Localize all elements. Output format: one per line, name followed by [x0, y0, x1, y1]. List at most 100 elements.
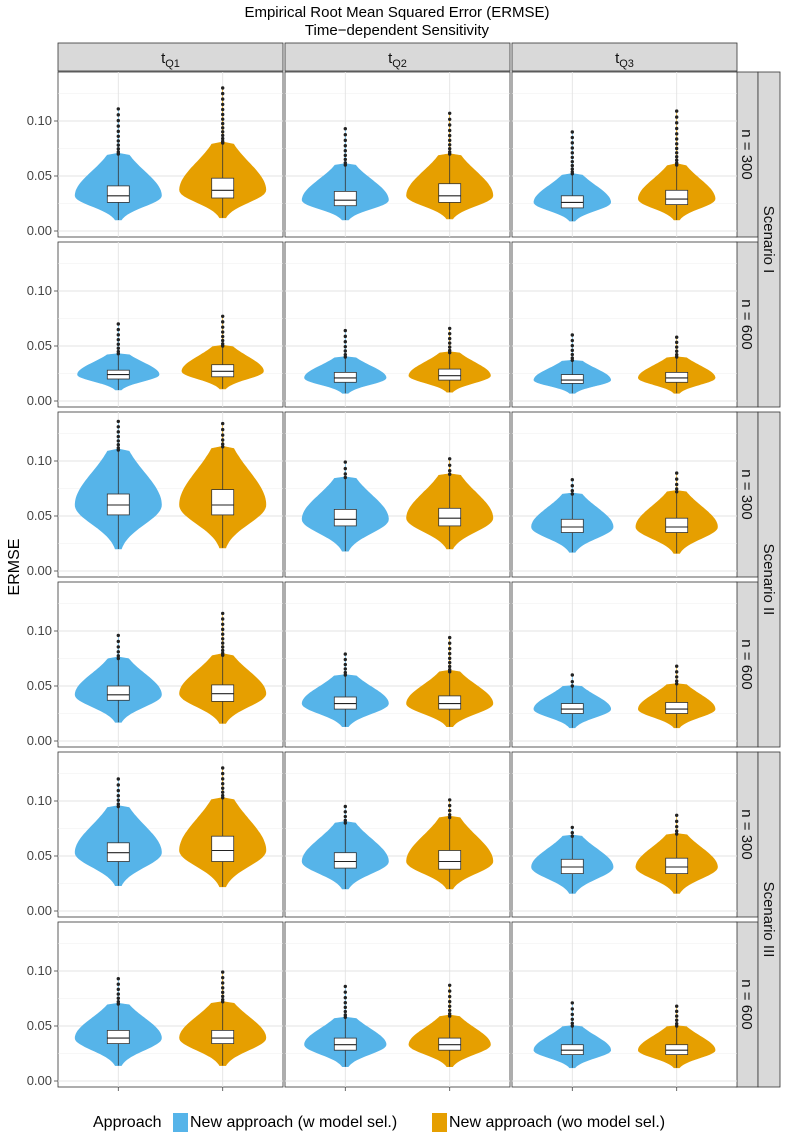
- outlier-point: [116, 446, 121, 450]
- outlier-point: [570, 1024, 574, 1028]
- outlier-point: [221, 611, 225, 616]
- outlier-point: [343, 138, 347, 143]
- box: [438, 850, 462, 870]
- outlier-point: [221, 777, 225, 781]
- outlier-point: [570, 1001, 574, 1005]
- box: [438, 368, 462, 381]
- column-strip-q1: [57, 42, 284, 72]
- outlier-point: [448, 983, 452, 987]
- outlier-point: [675, 353, 679, 357]
- panel-background: [511, 751, 738, 918]
- outlier-point: [116, 333, 121, 337]
- outlier-point: [221, 786, 225, 790]
- panel: [284, 581, 511, 748]
- outlier-point: [675, 161, 679, 165]
- outlier-point: [343, 818, 347, 823]
- row-strip-label: n = 600: [738, 299, 755, 349]
- row-strips: n = 300 n = 600 n = 300 n = 600 n = 300 n = 6…: [735, 71, 781, 1088]
- box: [106, 1030, 130, 1045]
- outlier-point: [343, 804, 347, 809]
- outlier-point: [343, 149, 347, 153]
- panel-background: [57, 241, 284, 408]
- outlier-point: [448, 803, 452, 808]
- outlier-point: [221, 771, 225, 776]
- outlier-point: [343, 161, 347, 165]
- outlier-point: [448, 1008, 452, 1013]
- outlier-point: [675, 158, 679, 162]
- outlier-point: [448, 326, 452, 331]
- box: [211, 1030, 235, 1045]
- outlier-point: [116, 113, 121, 117]
- outlier-point: [116, 338, 121, 342]
- outlier-point: [343, 127, 347, 131]
- outlier-point: [448, 146, 452, 151]
- outlier-point: [570, 141, 574, 145]
- outlier-point: [675, 490, 679, 494]
- outlier-point: [116, 798, 121, 802]
- y-tick-label: 0.05: [27, 678, 52, 693]
- outlier-point: [221, 91, 225, 96]
- outlier-point: [448, 472, 452, 476]
- y-tick-label: 0.10: [27, 283, 52, 298]
- outlier-point: [675, 675, 679, 679]
- outlier-point: [448, 348, 452, 353]
- outlier-point: [448, 641, 452, 645]
- outlier-point: [343, 984, 347, 989]
- outlier-point: [448, 469, 452, 473]
- outlier-point: [221, 97, 225, 101]
- outlier-point: [221, 139, 225, 143]
- outlier-point: [221, 645, 225, 649]
- outlier-point: [675, 155, 679, 159]
- box: [211, 489, 235, 516]
- box: [560, 518, 584, 533]
- outlier-point: [675, 137, 679, 141]
- outlier-point: [343, 157, 347, 162]
- outlier-point: [570, 1012, 574, 1017]
- outlier-point: [343, 995, 347, 1000]
- outlier-point: [448, 1012, 452, 1016]
- outlier-point: [221, 990, 225, 995]
- outlier-point: [221, 338, 225, 343]
- outlier-point: [116, 794, 121, 798]
- scenario-strip-label: Scenario I: [760, 206, 777, 274]
- outlier-point: [221, 637, 225, 641]
- row-strip-label: n = 300: [738, 809, 755, 859]
- outlier-point: [116, 419, 121, 424]
- row-strip-label: n = 600: [738, 979, 755, 1029]
- outlier-point: [448, 150, 452, 154]
- panel: [284, 751, 511, 918]
- y-tick-label: 0.00: [27, 733, 52, 748]
- outlier-point: [221, 632, 225, 636]
- panel: [57, 411, 284, 578]
- outlier-point: [116, 650, 121, 654]
- outlier-point: [343, 1009, 347, 1014]
- panel: [57, 241, 284, 408]
- outlier-point: [116, 992, 121, 996]
- outlier-point: [570, 489, 574, 493]
- outlier-point: [116, 129, 121, 134]
- outlier-point: [116, 656, 121, 661]
- outlier-point: [116, 147, 121, 151]
- outlier-point: [116, 804, 121, 809]
- panel-background: [511, 921, 738, 1088]
- outlier-point: [343, 132, 347, 137]
- outlier-point: [221, 130, 225, 134]
- outlier-point: [221, 117, 225, 121]
- outlier-point: [221, 320, 225, 324]
- outlier-point: [221, 325, 225, 329]
- outlier-point: [675, 679, 679, 683]
- outlier-point: [343, 667, 347, 671]
- box: [211, 835, 235, 862]
- outlier-point: [221, 442, 225, 446]
- outlier-point: [221, 433, 225, 437]
- panel-background: [284, 751, 511, 918]
- outlier-point: [343, 144, 347, 148]
- panel: [511, 241, 738, 408]
- panel-background: [57, 71, 284, 238]
- legend-label-w-model-sel: New approach (w model sel.): [190, 1114, 397, 1131]
- y-tick-label: 0.05: [27, 508, 52, 523]
- outlier-point: [448, 989, 452, 993]
- box: [560, 374, 584, 384]
- outlier-point: [343, 472, 347, 476]
- outlier-point: [221, 86, 225, 90]
